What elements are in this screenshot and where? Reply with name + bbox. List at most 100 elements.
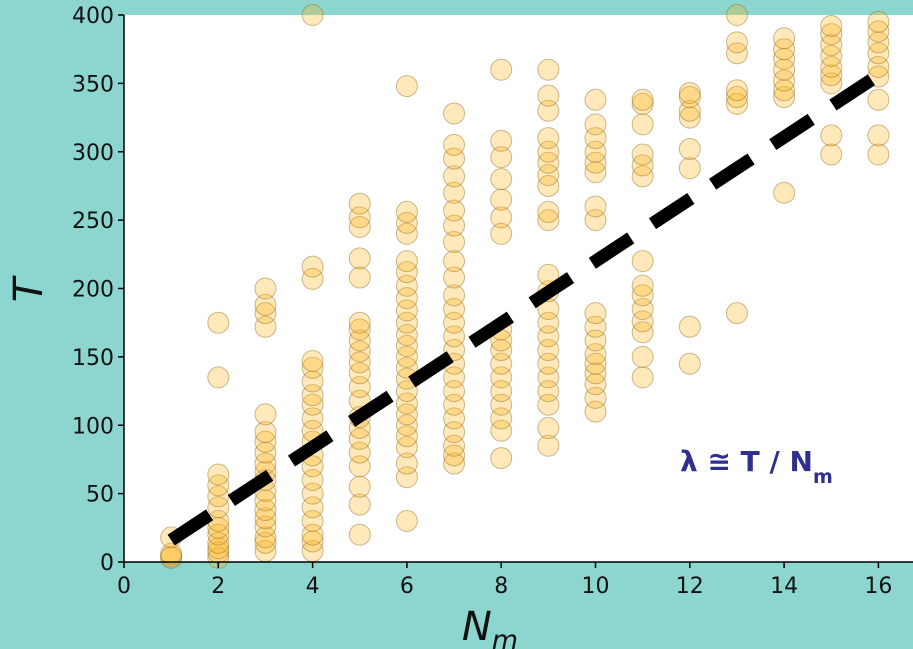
data-point: [160, 542, 183, 565]
data-point: [443, 199, 466, 222]
data-point: [254, 507, 277, 530]
data-point: [867, 88, 890, 111]
data-point: [348, 215, 371, 238]
data-point: [725, 79, 748, 102]
data-point: [584, 352, 607, 375]
data-point: [301, 267, 324, 290]
x-tick-label: 16: [864, 574, 892, 599]
y-tick-label: 0: [100, 551, 114, 576]
data-point: [254, 277, 277, 300]
y-tick-label: 300: [72, 141, 114, 166]
y-tick-label: 100: [72, 414, 114, 439]
data-point: [631, 366, 654, 389]
data-point: [584, 362, 607, 385]
data-point: [537, 311, 560, 334]
data-point: [301, 384, 324, 407]
data-point: [773, 27, 796, 50]
data-point: [537, 140, 560, 163]
data-point: [301, 393, 324, 416]
data-point: [443, 165, 466, 188]
y-tick-label: 250: [72, 209, 114, 234]
data-point: [443, 147, 466, 170]
data-point: [395, 75, 418, 98]
data-point: [678, 99, 701, 122]
data-point: [867, 55, 890, 78]
data-point: [725, 4, 748, 26]
data-point: [584, 161, 607, 184]
data-point: [395, 323, 418, 346]
data-point: [631, 92, 654, 115]
data-point: [254, 421, 277, 444]
data-point: [820, 143, 843, 166]
data-point: [443, 325, 466, 348]
data-point: [207, 537, 230, 560]
data-point: [301, 407, 324, 430]
data-point: [443, 311, 466, 334]
data-point: [631, 298, 654, 321]
data-point: [725, 31, 748, 54]
data-point: [773, 79, 796, 102]
data-point: [207, 463, 230, 486]
data-point: [395, 287, 418, 310]
data-point: [584, 329, 607, 352]
data-point: [348, 441, 371, 464]
data-point: [537, 366, 560, 389]
data-point: [584, 386, 607, 409]
data-point: [678, 138, 701, 161]
data-point: [537, 339, 560, 362]
data-point: [348, 475, 371, 498]
data-point: [537, 325, 560, 348]
data-point: [867, 143, 890, 166]
x-tick-label: 0: [117, 574, 131, 599]
data-point: [537, 127, 560, 150]
data-point: [395, 452, 418, 475]
data-point: [443, 366, 466, 389]
data-point: [537, 416, 560, 439]
data-point: [725, 92, 748, 115]
data-point: [490, 339, 513, 362]
data-point: [537, 84, 560, 107]
data-point: [348, 493, 371, 516]
data-point: [348, 351, 371, 374]
data-point: [254, 499, 277, 522]
data-point: [395, 436, 418, 459]
data-point: [631, 154, 654, 177]
x-tick-label: 4: [306, 574, 320, 599]
data-point: [443, 393, 466, 416]
data-point: [443, 250, 466, 273]
data-point: [584, 195, 607, 218]
data-point: [254, 441, 277, 464]
data-point: [773, 38, 796, 61]
data-point: [820, 55, 843, 78]
data-point: [537, 58, 560, 81]
data-point: [443, 214, 466, 237]
data-point: [773, 181, 796, 204]
data-point: [490, 58, 513, 81]
data-point: [395, 403, 418, 426]
y-axis-title: T: [6, 274, 52, 302]
data-point: [584, 209, 607, 232]
data-point: [490, 352, 513, 375]
data-point: [584, 140, 607, 163]
data-point: [584, 373, 607, 396]
data-point: [207, 474, 230, 497]
data-point: [301, 482, 324, 505]
data-point: [348, 362, 371, 385]
data-point: [773, 58, 796, 81]
data-point: [490, 206, 513, 229]
y-tick-label: 150: [72, 346, 114, 371]
data-point: [207, 546, 230, 569]
data-point: [348, 375, 371, 398]
data-point: [584, 302, 607, 325]
data-point: [773, 69, 796, 92]
data-point: [678, 315, 701, 338]
data-point: [395, 356, 418, 379]
data-point: [443, 380, 466, 403]
data-point: [678, 157, 701, 180]
data-point: [631, 165, 654, 188]
data-point: [395, 211, 418, 234]
data-point: [631, 143, 654, 166]
data-point: [254, 430, 277, 453]
data-point: [348, 206, 371, 229]
data-point: [537, 174, 560, 197]
